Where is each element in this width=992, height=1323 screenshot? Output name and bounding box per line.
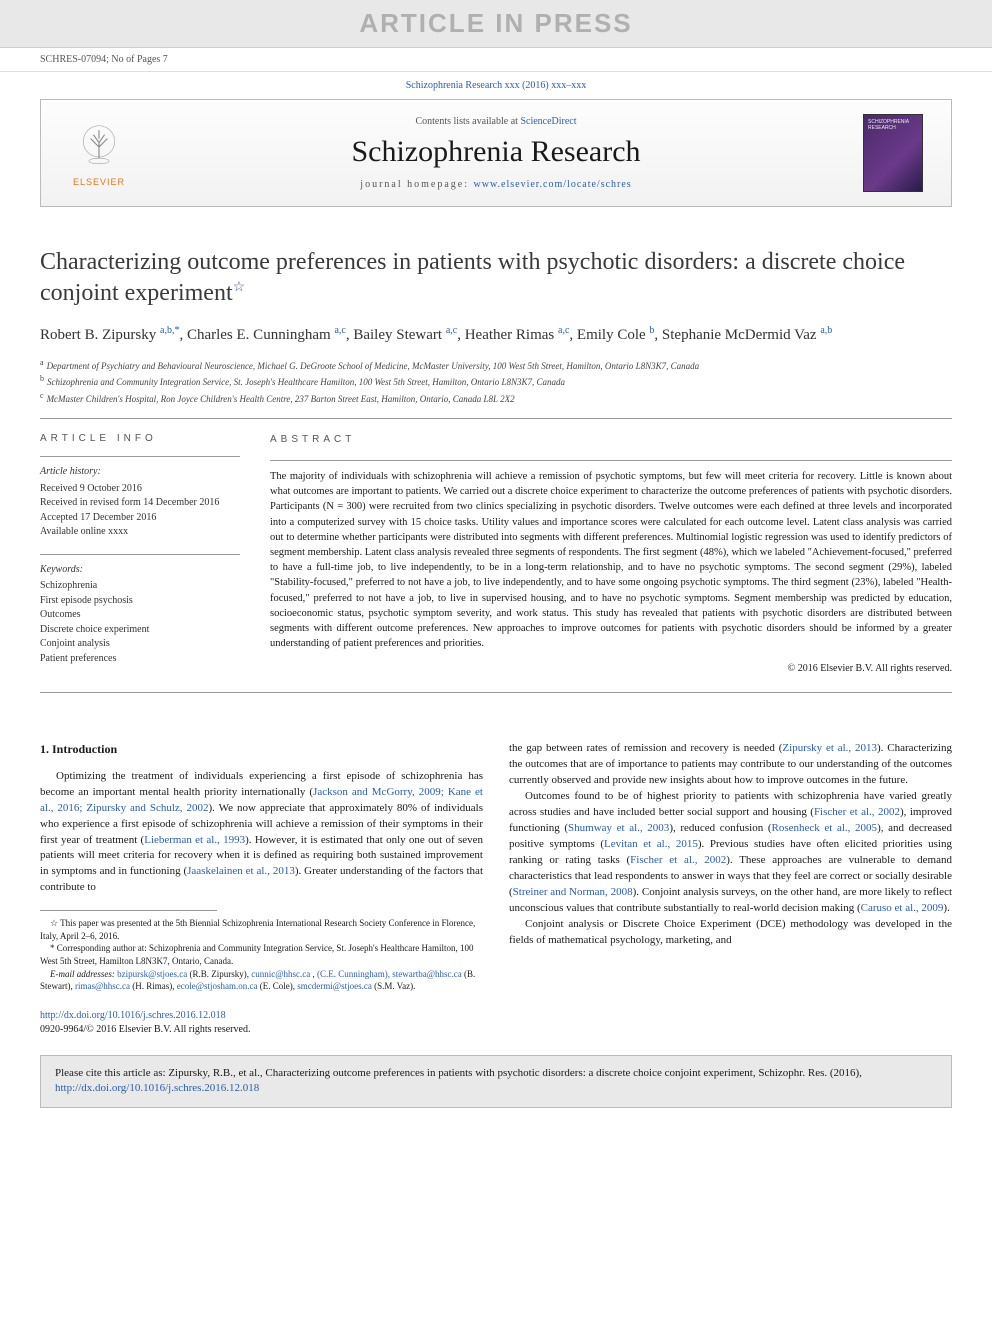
body-column-left: 1. Introduction Optimizing the treatment… [40, 741, 483, 992]
keyword-line: Discrete choice experiment [40, 623, 240, 638]
intro-paragraph-2: Outcomes found to be of highest priority… [509, 789, 952, 917]
affiliation-list: aDepartment of Psychiatry and Behavioura… [40, 357, 952, 407]
publisher-name: ELSEVIER [73, 177, 125, 187]
keywords-block: Keywords: SchizophreniaFirst episode psy… [40, 554, 240, 667]
abstract-heading: ABSTRACT [270, 433, 952, 448]
email-link[interactable]: smcdermi@stjoes.ca [297, 981, 372, 991]
article-info-heading: ARTICLE INFO [40, 433, 240, 444]
abstract-column: ABSTRACT The majority of individuals wit… [270, 433, 952, 680]
author-name: Charles E. Cunningham [187, 327, 331, 343]
author-name: Stephanie McDermid Vaz [662, 327, 817, 343]
body-column-right: the gap between rates of remission and r… [509, 741, 952, 992]
author-affil-sup: a,b,* [160, 325, 179, 336]
author-affil-sup: a,c [334, 325, 345, 336]
divider [40, 418, 952, 419]
citation-link[interactable]: Jaaskelainen et al., 2013 [187, 865, 295, 877]
contents-available-line: Contents lists available at ScienceDirec… [139, 116, 853, 127]
doi-block: http://dx.doi.org/10.1016/j.schres.2016.… [0, 993, 992, 1047]
journal-title: Schizophrenia Research [139, 135, 853, 169]
citation-link[interactable]: Zipursky et al., 2013 [782, 742, 877, 754]
article-history-block: Article history: Received 9 October 2016… [40, 456, 240, 540]
history-line: Accepted 17 December 2016 [40, 511, 240, 526]
author-affil-sup: a,c [446, 325, 457, 336]
article-title: Characterizing outcome preferences in pa… [40, 247, 952, 309]
issn-copyright: 0920-9964/© 2016 Elsevier B.V. All right… [40, 1024, 250, 1035]
author-name: Robert B. Zipursky [40, 327, 156, 343]
journal-homepage-line: journal homepage: www.elsevier.com/locat… [139, 179, 853, 190]
article-front-matter: Characterizing outcome preferences in pa… [0, 219, 992, 715]
history-line: Received in revised form 14 December 201… [40, 496, 240, 511]
citation-box-doi-link[interactable]: http://dx.doi.org/10.1016/j.schres.2016.… [55, 1082, 259, 1094]
affiliation-line: aDepartment of Psychiatry and Behavioura… [40, 357, 952, 374]
footnotes-block: ☆ This paper was presented at the 5th Bi… [40, 917, 483, 993]
author-affil-sup: b [649, 325, 654, 336]
doi-link[interactable]: http://dx.doi.org/10.1016/j.schres.2016.… [40, 1010, 226, 1021]
email-link[interactable]: ecole@stjosham.on.ca [177, 981, 258, 991]
email-link[interactable]: (C.E. Cunningham), stewartba@hhsc.ca [317, 969, 462, 979]
publisher-logo-block: ELSEVIER [59, 119, 139, 187]
keyword-line: First episode psychosis [40, 594, 240, 609]
keywords-label: Keywords: [40, 563, 240, 578]
info-abstract-row: ARTICLE INFO Article history: Received 9… [40, 433, 952, 680]
elsevier-tree-icon [71, 119, 127, 175]
author-name: Heather Rimas [465, 327, 555, 343]
history-line: Received 9 October 2016 [40, 482, 240, 497]
body-two-column: 1. Introduction Optimizing the treatment… [0, 741, 992, 992]
citation-link[interactable]: Rosenheck et al., 2005 [772, 822, 878, 834]
sciencedirect-link[interactable]: ScienceDirect [520, 116, 576, 127]
citation-link[interactable]: Lieberman et al., 1993 [144, 834, 245, 846]
author-name: Bailey Stewart [353, 327, 442, 343]
footnote-emails: E-mail addresses: bzipursk@stjoes.ca (R.… [40, 968, 483, 993]
keyword-line: Patient preferences [40, 652, 240, 667]
email-link[interactable]: rimas@hhsc.ca [75, 981, 130, 991]
journal-homepage-link[interactable]: www.elsevier.com/locate/schres [474, 179, 632, 190]
article-info-column: ARTICLE INFO Article history: Received 9… [40, 433, 240, 680]
citation-box: Please cite this article as: Zipursky, R… [40, 1055, 952, 1108]
journal-citation-link[interactable]: Schizophrenia Research xxx (2016) xxx–xx… [406, 80, 587, 91]
journal-masthead: ELSEVIER Contents lists available at Sci… [40, 99, 952, 207]
intro-paragraph-1-cont: the gap between rates of remission and r… [509, 741, 952, 789]
email-link[interactable]: bzipursk@stjoes.ca [117, 969, 187, 979]
abstract-text: The majority of individuals with schizop… [270, 460, 952, 652]
history-label: Article history: [40, 465, 240, 480]
email-link[interactable]: cunnic@hhsc.ca [251, 969, 310, 979]
aip-label: ARTICLE IN PRESS [359, 8, 632, 38]
citation-link[interactable]: Caruso et al., 2009 [861, 902, 944, 914]
intro-paragraph-3: Conjoint analysis or Discrete Choice Exp… [509, 917, 952, 949]
citation-link[interactable]: Fischer et al., 2002 [814, 806, 900, 818]
journal-cover-block [853, 114, 933, 192]
citation-link[interactable]: Streiner and Norman, 2008 [513, 886, 633, 898]
journal-citation-line: Schizophrenia Research xxx (2016) xxx–xx… [0, 72, 992, 95]
section-heading-intro: 1. Introduction [40, 741, 483, 758]
citation-link[interactable]: Fischer et al., 2002 [630, 854, 726, 866]
author-name: Emily Cole [577, 327, 646, 343]
history-line: Available online xxxx [40, 525, 240, 540]
footnote-corresponding: * Corresponding author at: Schizophrenia… [40, 942, 483, 967]
journal-cover-thumbnail [863, 114, 923, 192]
affiliation-line: bSchizophrenia and Community Integration… [40, 373, 952, 390]
manuscript-reference: SCHRES-07094; No of Pages 7 [0, 48, 992, 72]
masthead-center: Contents lists available at ScienceDirec… [139, 116, 853, 190]
keyword-line: Outcomes [40, 608, 240, 623]
keyword-line: Schizophrenia [40, 579, 240, 594]
divider [40, 692, 952, 693]
footnote-presented: ☆ This paper was presented at the 5th Bi… [40, 917, 483, 942]
intro-paragraph-1: Optimizing the treatment of individuals … [40, 769, 483, 897]
keyword-line: Conjoint analysis [40, 637, 240, 652]
author-list: Robert B. Zipursky a,b,*, Charles E. Cun… [40, 323, 952, 347]
affiliation-line: cMcMaster Children's Hospital, Ron Joyce… [40, 390, 952, 407]
author-affil-sup: a,b [820, 325, 832, 336]
title-footnote-star: ☆ [233, 280, 246, 295]
abstract-copyright: © 2016 Elsevier B.V. All rights reserved… [270, 662, 952, 677]
citation-link[interactable]: Shumway et al., 2003 [568, 822, 669, 834]
citation-link[interactable]: Levitan et al., 2015 [604, 838, 698, 850]
author-affil-sup: a,c [558, 325, 569, 336]
footnote-divider [40, 910, 217, 911]
article-in-press-banner: ARTICLE IN PRESS [0, 0, 992, 48]
